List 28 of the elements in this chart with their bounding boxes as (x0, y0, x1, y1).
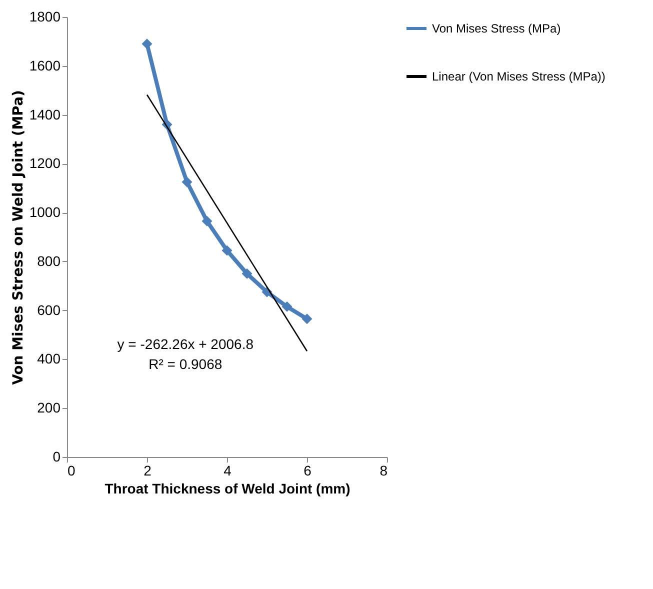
y-tick-label: 600 (37, 302, 61, 318)
y-tick-label: 1800 (29, 8, 61, 24)
point (242, 268, 252, 279)
point (182, 176, 192, 188)
point (282, 301, 292, 312)
point (202, 216, 212, 226)
x-tick-label: 2 (144, 462, 152, 478)
x-tick-label: 8 (380, 462, 388, 478)
y-tick-label: 1400 (29, 106, 61, 122)
y-tick-label: 0 (52, 448, 61, 464)
y-tick-label: 800 (37, 252, 61, 269)
legend-label: Von Mises Stress (MPa) (432, 22, 561, 36)
y-tick-label: 200 (37, 400, 61, 416)
legend-label: Linear (Von Mises Stress (MPa)) (432, 70, 606, 84)
x-axis-title: Throat Thickness of Weld Joint (mm) (104, 480, 350, 496)
y-tick-label: 1600 (29, 57, 61, 74)
point (142, 38, 152, 50)
x-tick-label: 0 (68, 462, 76, 478)
y-tick-label: 1000 (29, 204, 61, 220)
y-axis-title: Von Mises Stress on Weld Joint (MPa) (10, 90, 26, 385)
x-tick-label: 4 (224, 462, 232, 478)
y-tick-label: 1200 (29, 155, 61, 172)
y-tick-label: 400 (37, 350, 61, 367)
point (222, 245, 232, 256)
point (302, 314, 312, 324)
x-tick-label: 6 (304, 462, 312, 478)
annotation: y = -262.26x + 2006.8 (117, 336, 254, 352)
annotation: R² = 0.9068 (148, 356, 222, 372)
